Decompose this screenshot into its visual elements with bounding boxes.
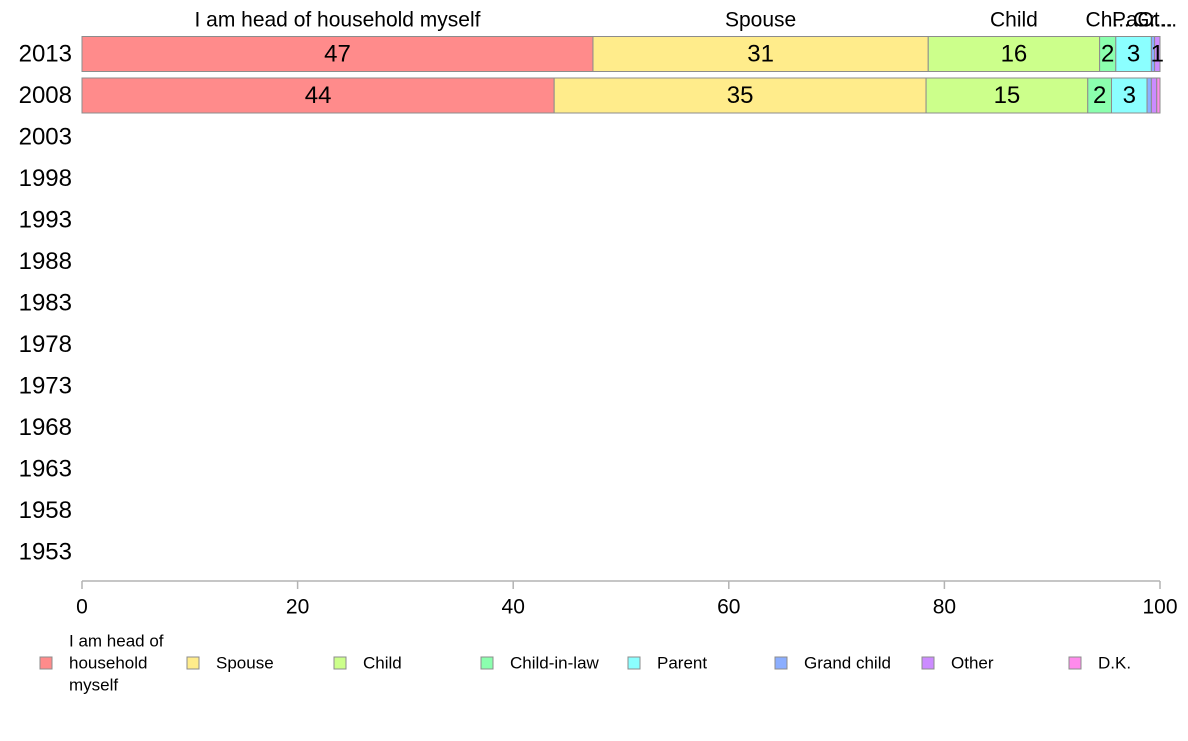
bar-segment: [553, 77, 927, 114]
legend-swatch: [480, 656, 494, 670]
legend-swatch: [333, 656, 347, 670]
bar-segment: [925, 77, 1089, 114]
y-category-label: 1968: [19, 414, 72, 441]
y-category-label: 1963: [19, 456, 72, 483]
x-tick-label: 100: [1142, 596, 1177, 619]
y-category-label: 2003: [19, 124, 72, 151]
y-category-label: 1978: [19, 331, 72, 358]
legend-label: Spouse: [216, 654, 274, 673]
bar-segment: [81, 36, 594, 72]
bar-value-label: 35: [727, 82, 754, 109]
bar-value-label: 3: [1123, 82, 1136, 109]
y-category-label: 1993: [19, 207, 72, 234]
top-series-label: Gr...: [1133, 9, 1173, 32]
x-tick-label: 40: [502, 596, 525, 619]
bar-value-label: 1: [1151, 41, 1164, 68]
legend-label: Child: [363, 654, 402, 673]
legend-swatch: [774, 656, 788, 670]
bar-value-label: 15: [994, 82, 1021, 109]
bar-segment: [1150, 77, 1158, 114]
y-category-label: 1973: [19, 373, 72, 400]
legend-swatch: [186, 656, 200, 670]
bar-segment: [592, 36, 929, 72]
y-category-label: 2013: [19, 41, 72, 68]
y-category-label: 1953: [19, 539, 72, 566]
top-series-label: Ot...: [1137, 9, 1177, 32]
bar-segment: [81, 77, 555, 114]
y-category-label: 2008: [19, 82, 72, 109]
bar-segment: [927, 36, 1101, 72]
bar-segment: [1154, 36, 1161, 72]
bar-value-label: 31: [747, 41, 774, 68]
top-series-label: Spouse: [725, 9, 796, 32]
legend-label: Child-in-law: [510, 654, 600, 673]
y-category-label: 1988: [19, 248, 72, 275]
legend-label: myself: [69, 676, 118, 695]
legend-label: Other: [951, 654, 994, 673]
bar-value-label: 2: [1093, 82, 1106, 109]
top-series-label: Child: [990, 9, 1038, 32]
bar-segment: [1156, 77, 1161, 114]
legend-swatch: [627, 656, 641, 670]
y-category-label: 1958: [19, 497, 72, 524]
bar-segment: [1115, 36, 1152, 72]
legend-label: Grand child: [804, 654, 891, 673]
legend-label: I am head of: [69, 632, 164, 651]
top-series-label: Pa...: [1112, 9, 1155, 32]
x-tick-label: 60: [717, 596, 740, 619]
legend-swatch: [39, 656, 53, 670]
bar-segment: [1146, 77, 1152, 114]
y-category-label: 1983: [19, 290, 72, 317]
legend-swatch: [921, 656, 935, 670]
bar-value-label: 16: [1001, 41, 1028, 68]
legend-label: Parent: [657, 654, 707, 673]
legend-swatch: [1068, 656, 1082, 670]
y-category-label: 1998: [19, 165, 72, 192]
bar-value-label: 2: [1101, 41, 1114, 68]
top-series-label: Ch...: [1086, 9, 1130, 32]
legend-label: D.K.: [1098, 654, 1131, 673]
bar-value-label: 47: [324, 41, 351, 68]
x-tick-label: 80: [933, 596, 956, 619]
top-series-label: I am head of household myself: [194, 9, 480, 32]
bar-value-label: 44: [305, 82, 332, 109]
x-tick-label: 20: [286, 596, 309, 619]
bar-segment: [1110, 77, 1148, 114]
legend-label: household: [69, 654, 147, 673]
bar-value-label: 3: [1127, 41, 1140, 68]
x-tick-label: 0: [76, 596, 88, 619]
